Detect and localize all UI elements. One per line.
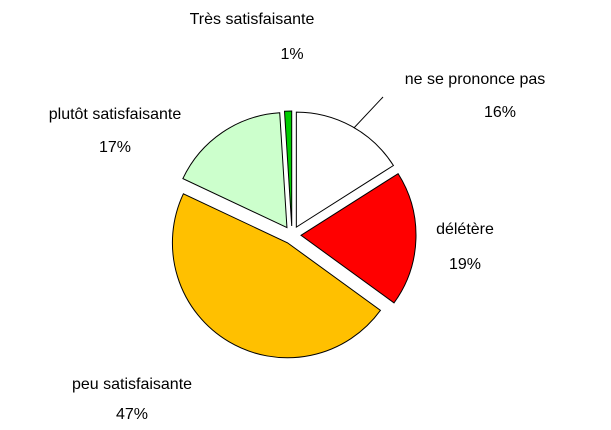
slice-label: ne se prononce pas — [405, 71, 546, 88]
pie-slice — [300, 172, 417, 304]
slice-value-label: 16% — [484, 104, 516, 121]
slice-label: délétère — [436, 221, 494, 238]
slice-value-label: 19% — [449, 256, 481, 273]
pie-slice — [295, 111, 395, 229]
slice-label: Très satisfaisante — [190, 11, 315, 28]
slice-value-label: 47% — [116, 406, 148, 423]
slice-label: plutôt satisfaisante — [49, 106, 182, 123]
slice-label: peu satisfaisante — [72, 376, 192, 393]
pie-slice — [283, 110, 293, 227]
leader-line — [351, 96, 384, 131]
slice-value-label: 1% — [280, 46, 303, 63]
pie-slice — [182, 112, 288, 229]
slice-value-label: 17% — [99, 139, 131, 156]
pie-slice — [171, 193, 382, 359]
